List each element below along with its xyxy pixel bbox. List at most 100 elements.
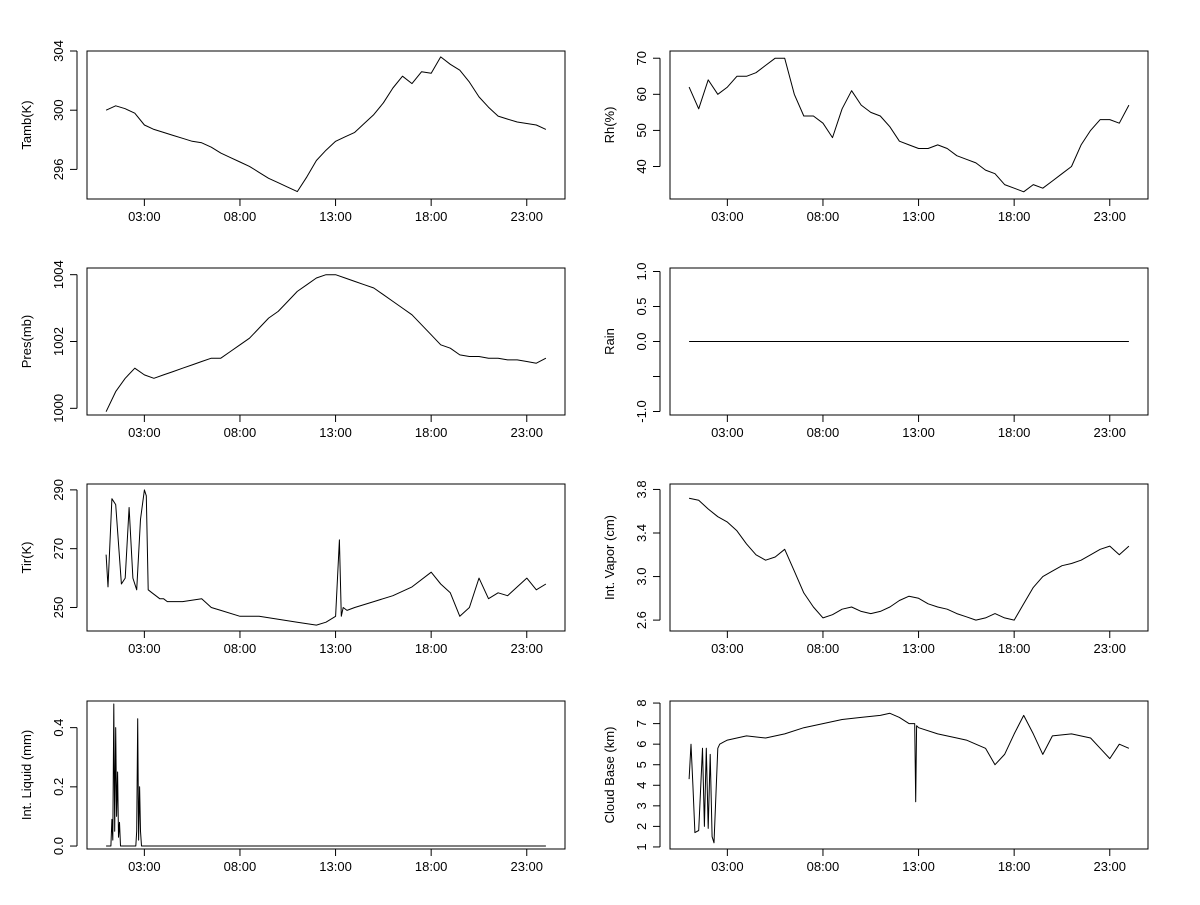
chart-panel-rain: 03:00 08:00 13:00 18:00 23:00 -1.0 0.0 0.5 1.0 Ra… [602, 262, 1149, 440]
chart-panel-tir: 03:00 08:00 13:00 18:00 23:00 250 270 290 Tir(K) [19, 479, 566, 656]
y-tick-label: 3.0 [634, 568, 649, 586]
x-tick-label: 08:00 [224, 209, 257, 224]
y-tick-label: 1000 [51, 394, 66, 423]
y-tick-label: 296 [51, 159, 66, 181]
y-axis-title: Int. Vapor (cm) [602, 515, 617, 600]
chart-panel-pres: 03:00 08:00 13:00 18:00 23:00 1000 1002 1004 Pre… [19, 260, 566, 440]
x-tick-label: 08:00 [807, 641, 840, 656]
y-tick-label: 0.0 [634, 332, 649, 350]
series-line-tamb [105, 56, 547, 193]
y-tick-label: 2.6 [634, 611, 649, 629]
y-tick-label: 3.4 [634, 524, 649, 542]
y-tick-label: 0.2 [51, 778, 66, 796]
chart-panel-cloudbase: 03:00 08:00 13:00 18:00 23:00 1 2 3 4 5 6 7 8 Cloud B… [602, 699, 1149, 874]
x-tick-label: 23:00 [1093, 641, 1126, 656]
x-tick-label: 23:00 [1093, 859, 1126, 874]
x-tick-label: 23:00 [510, 641, 543, 656]
y-tick-label: 250 [51, 597, 66, 619]
x-tick-label: 03:00 [128, 425, 161, 440]
series-line-pres [105, 274, 547, 412]
y-tick-label: 8 [634, 699, 649, 706]
x-tick-label: 23:00 [1093, 425, 1126, 440]
y-tick-label: 40 [634, 159, 649, 173]
x-tick-label: 18:00 [415, 641, 448, 656]
y-tick-label: -1.0 [634, 400, 649, 422]
plot-frame [86, 267, 566, 416]
x-tick-label: 23:00 [510, 425, 543, 440]
plot-frame [669, 50, 1149, 200]
plot-frame [86, 700, 566, 850]
y-tick-label: 4 [634, 782, 649, 789]
y-axis-title: Rh(%) [602, 107, 617, 144]
series-line-tir [105, 489, 547, 626]
y-tick-label: 1002 [51, 327, 66, 356]
x-tick-label: 23:00 [510, 209, 543, 224]
y-axis-title: Tir(K) [19, 541, 34, 573]
plot-frame [669, 267, 1149, 416]
y-tick-label: 0.0 [51, 837, 66, 855]
x-tick-label: 08:00 [807, 425, 840, 440]
y-tick-label: 1004 [51, 260, 66, 289]
chart-panel-rh: 03:00 08:00 13:00 18:00 23:00 40 50 60 70 Rh(%) [602, 50, 1149, 224]
y-axis-title: Cloud Base (km) [602, 727, 617, 824]
y-axis-title: Pres(mb) [19, 315, 34, 368]
x-tick-label: 03:00 [711, 209, 744, 224]
x-tick-label: 03:00 [711, 425, 744, 440]
y-tick-label: 60 [634, 87, 649, 101]
x-tick-label: 08:00 [807, 859, 840, 874]
y-tick-label: 2 [634, 823, 649, 830]
x-tick-label: 18:00 [998, 209, 1031, 224]
series-line-liquid [106, 703, 546, 847]
plot-frame [669, 700, 1149, 850]
x-tick-label: 23:00 [510, 859, 543, 874]
plot-frame [86, 50, 566, 200]
x-tick-label: 13:00 [902, 425, 935, 440]
y-tick-label: 304 [51, 40, 66, 62]
y-tick-label: 1.0 [634, 262, 649, 280]
x-tick-label: 08:00 [224, 641, 257, 656]
y-tick-label: 3.8 [634, 480, 649, 498]
x-tick-label: 03:00 [711, 641, 744, 656]
y-tick-label: 6 [634, 741, 649, 748]
x-tick-label: 23:00 [1093, 209, 1126, 224]
series-line-vapor [688, 497, 1130, 621]
chart-panel-tamb: 03:00 08:00 13:00 18:00 23:00 296 300 304 Tamb(K… [19, 40, 566, 224]
x-tick-label: 18:00 [998, 641, 1031, 656]
y-tick-label: 290 [51, 479, 66, 501]
x-tick-label: 18:00 [415, 425, 448, 440]
y-tick-label: 3 [634, 802, 649, 809]
x-tick-label: 18:00 [998, 859, 1031, 874]
x-tick-label: 03:00 [711, 859, 744, 874]
y-axis-title: Rain [602, 328, 617, 355]
x-tick-label: 13:00 [319, 209, 352, 224]
y-tick-label: 0.4 [51, 719, 66, 737]
x-tick-label: 18:00 [415, 859, 448, 874]
chart-panel-vapor: 03:00 08:00 13:00 18:00 23:00 2.6 3.0 3.4 3.8 Int… [602, 480, 1149, 656]
y-tick-label: 1 [634, 843, 649, 850]
x-tick-label: 03:00 [128, 641, 161, 656]
y-axis-title: Tamb(K) [19, 100, 34, 149]
y-axis-title: Int. Liquid (mm) [19, 730, 34, 820]
y-tick-label: 5 [634, 761, 649, 768]
y-tick-label: 7 [634, 720, 649, 727]
x-tick-label: 13:00 [319, 641, 352, 656]
y-tick-label: 0.5 [634, 297, 649, 315]
series-line-rh [688, 57, 1130, 193]
x-tick-label: 18:00 [415, 209, 448, 224]
x-tick-label: 13:00 [319, 859, 352, 874]
y-tick-label: 70 [634, 51, 649, 65]
x-tick-label: 13:00 [319, 425, 352, 440]
chart-panel-liquid: 03:00 08:00 13:00 18:00 23:00 0.0 0.2 0.4 Int. L… [19, 700, 566, 874]
x-tick-label: 03:00 [128, 209, 161, 224]
series-line-cloudbase [688, 712, 1130, 844]
y-tick-label: 50 [634, 123, 649, 137]
x-tick-label: 03:00 [128, 859, 161, 874]
y-tick-label: 300 [51, 99, 66, 121]
plot-frame [86, 483, 566, 632]
x-tick-label: 18:00 [998, 425, 1031, 440]
plot-frame [669, 483, 1149, 632]
x-tick-label: 13:00 [902, 209, 935, 224]
x-tick-label: 13:00 [902, 641, 935, 656]
